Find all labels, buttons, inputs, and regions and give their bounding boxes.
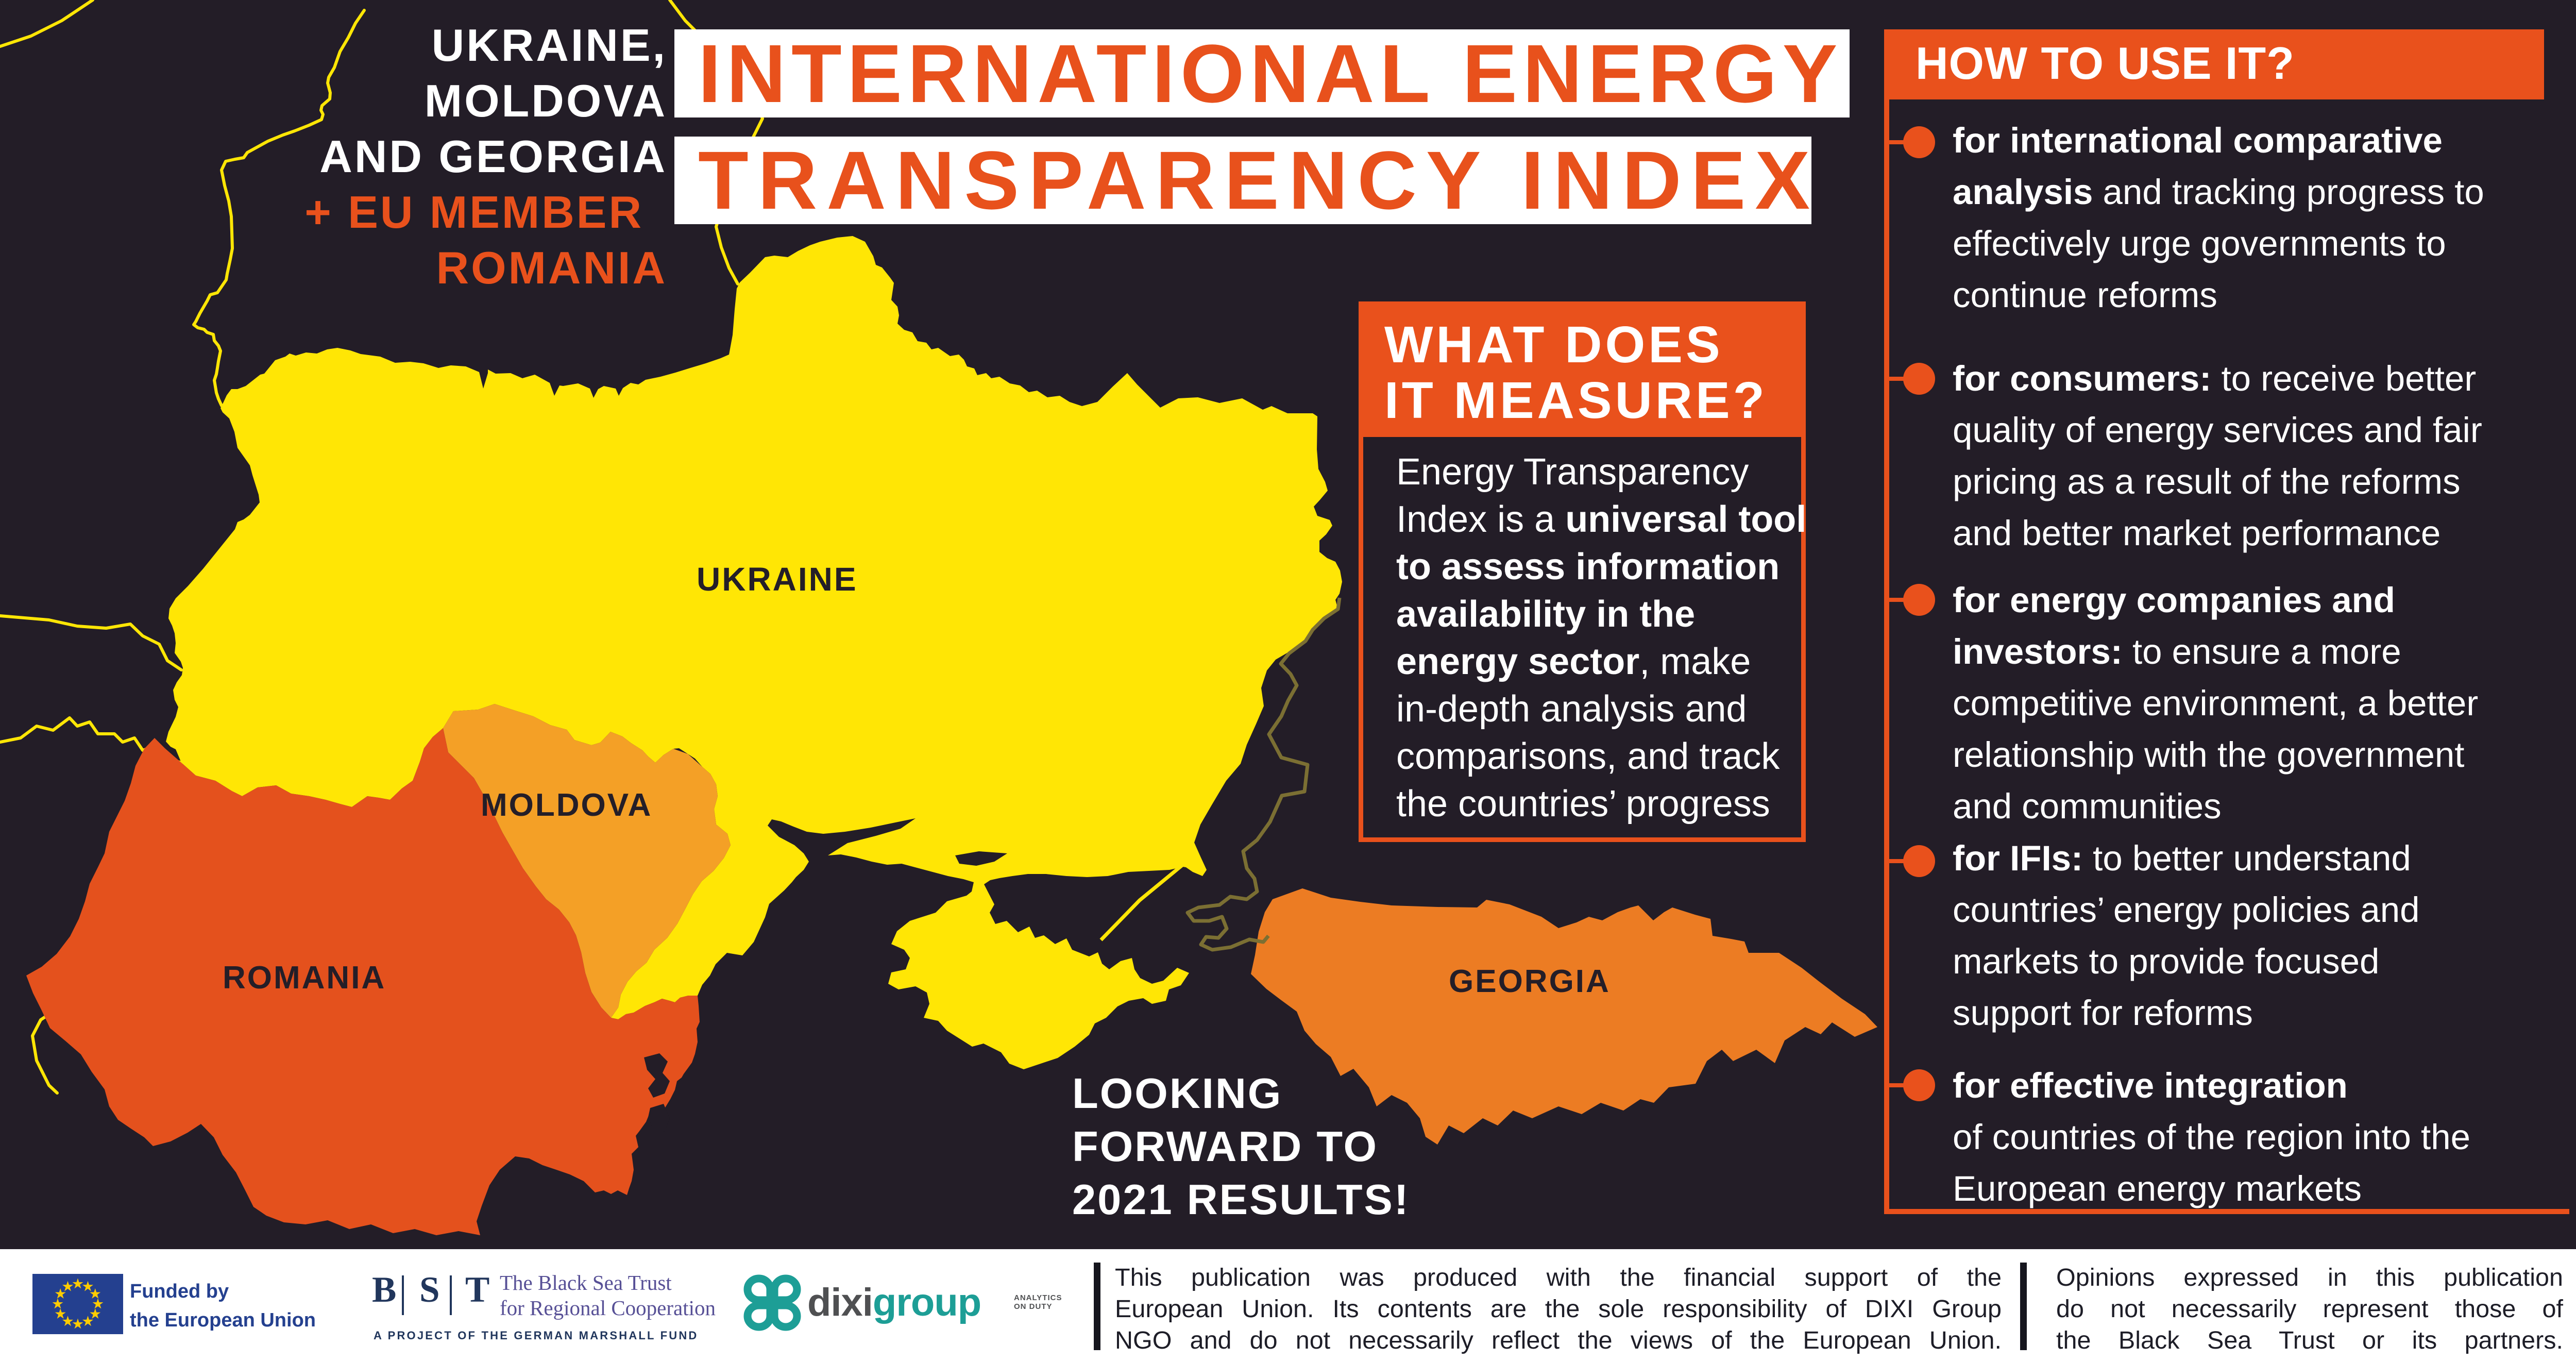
- svg-text:ROMANIA: ROMANIA: [223, 960, 386, 996]
- svg-text:MOLDOVA: MOLDOVA: [481, 787, 652, 823]
- svg-text:UKRAINE: UKRAINE: [697, 561, 858, 598]
- svg-text:GEORGIA: GEORGIA: [1449, 964, 1611, 999]
